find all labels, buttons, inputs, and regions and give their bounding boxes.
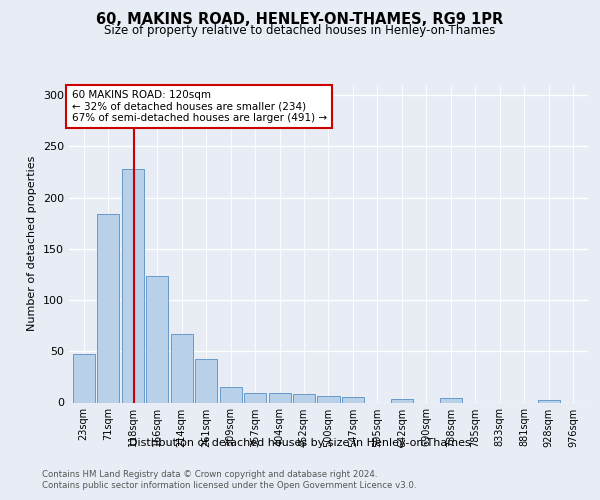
Bar xyxy=(73,354,95,403)
Bar xyxy=(342,398,364,402)
Bar xyxy=(244,394,266,402)
Bar xyxy=(170,334,193,402)
Bar xyxy=(440,398,462,402)
Text: Size of property relative to detached houses in Henley-on-Thames: Size of property relative to detached ho… xyxy=(104,24,496,37)
Bar xyxy=(122,169,143,402)
Bar xyxy=(293,394,315,402)
Bar xyxy=(538,400,560,402)
Text: 60, MAKINS ROAD, HENLEY-ON-THAMES, RG9 1PR: 60, MAKINS ROAD, HENLEY-ON-THAMES, RG9 1… xyxy=(97,12,503,28)
Text: 60 MAKINS ROAD: 120sqm
← 32% of detached houses are smaller (234)
67% of semi-de: 60 MAKINS ROAD: 120sqm ← 32% of detached… xyxy=(71,90,327,123)
Bar xyxy=(391,400,413,402)
Text: Distribution of detached houses by size in Henley-on-Thames: Distribution of detached houses by size … xyxy=(129,438,471,448)
Bar xyxy=(317,396,340,402)
Text: Contains public sector information licensed under the Open Government Licence v3: Contains public sector information licen… xyxy=(42,481,416,490)
Text: Contains HM Land Registry data © Crown copyright and database right 2024.: Contains HM Land Registry data © Crown c… xyxy=(42,470,377,479)
Bar xyxy=(220,387,242,402)
Bar xyxy=(146,276,168,402)
Bar xyxy=(97,214,119,402)
Bar xyxy=(195,360,217,403)
Bar xyxy=(269,394,290,402)
Y-axis label: Number of detached properties: Number of detached properties xyxy=(28,156,37,332)
